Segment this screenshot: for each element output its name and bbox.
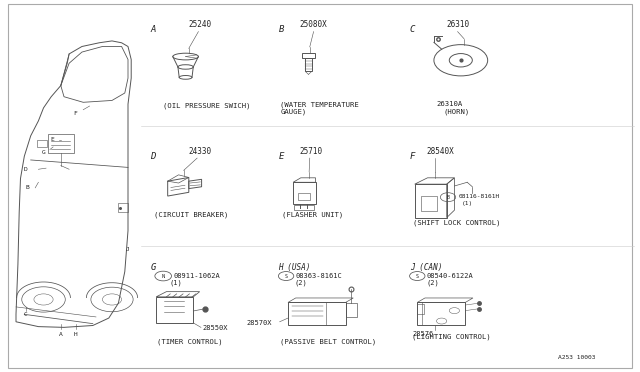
Text: (OIL PRESSURE SWICH): (OIL PRESSURE SWICH) [163,103,251,109]
Text: (1): (1) [170,279,182,286]
Text: S: S [285,273,287,279]
Text: A253 10003: A253 10003 [558,355,596,360]
Text: B: B [25,185,29,190]
Text: 08540-6122A: 08540-6122A [426,273,473,279]
Bar [294,205,314,210]
Bar [37,140,47,147]
Text: 26310: 26310 [447,20,470,29]
Text: F: F [410,153,415,161]
Text: G: G [42,150,45,155]
Text: 25710: 25710 [300,147,323,156]
Text: (CIRCUIT BREAKER): (CIRCUIT BREAKER) [154,212,228,218]
Text: A: A [150,25,156,34]
Text: (HORN): (HORN) [444,108,470,115]
Text: 08911-1062A: 08911-1062A [173,273,220,279]
Text: J (CAN): J (CAN) [410,263,442,272]
Text: B: B [278,25,284,34]
Text: (1): (1) [462,201,474,206]
Text: (2): (2) [426,279,439,286]
Text: E: E [278,153,284,161]
Text: 28570X: 28570X [246,320,272,326]
Bar [415,184,447,218]
Text: N: N [162,273,164,279]
Bar [421,196,437,211]
Bar [293,182,316,204]
Text: F: F [74,111,77,116]
Text: 08116-8161H: 08116-8161H [458,194,499,199]
Bar [298,193,310,200]
Text: (TIMER CONTROL): (TIMER CONTROL) [157,338,223,345]
Bar [156,297,193,323]
Bar [118,203,128,212]
Text: C: C [24,312,28,317]
Text: G: G [150,263,156,272]
Text: A: A [59,331,63,337]
Text: (SHIFT LOCK CONTROL): (SHIFT LOCK CONTROL) [413,220,500,227]
Text: C: C [410,25,415,34]
Text: E: E [51,137,54,142]
Bar [346,303,357,317]
Text: 26310A: 26310A [436,101,463,107]
Text: 25240: 25240 [189,20,212,29]
Text: (PASSIVE BELT CONTROL): (PASSIVE BELT CONTROL) [280,338,376,345]
Text: GAUGE): GAUGE) [280,108,307,115]
Text: S: S [416,273,419,279]
Bar [417,304,424,314]
Text: (LIGHTING CONTROL): (LIGHTING CONTROL) [412,333,490,340]
Text: 28540X: 28540X [427,147,454,156]
Text: H (USA): H (USA) [278,263,311,272]
Text: 28576: 28576 [413,331,434,337]
Bar [417,302,465,325]
Text: 08363-8161C: 08363-8161C [296,273,342,279]
Text: 28550X: 28550X [202,325,228,331]
Text: D: D [150,153,156,161]
Text: H: H [74,331,77,337]
Text: 25080X: 25080X [300,20,327,29]
Text: (WATER TEMPERATURE: (WATER TEMPERATURE [280,102,359,108]
Text: (2): (2) [294,279,307,286]
Text: (FLASHER UNIT): (FLASHER UNIT) [282,212,343,218]
Text: 24330: 24330 [189,147,212,156]
Bar [288,302,346,325]
Text: B: B [447,195,449,200]
Text: D: D [24,167,28,172]
Bar [48,134,74,153]
Text: J: J [126,247,130,252]
